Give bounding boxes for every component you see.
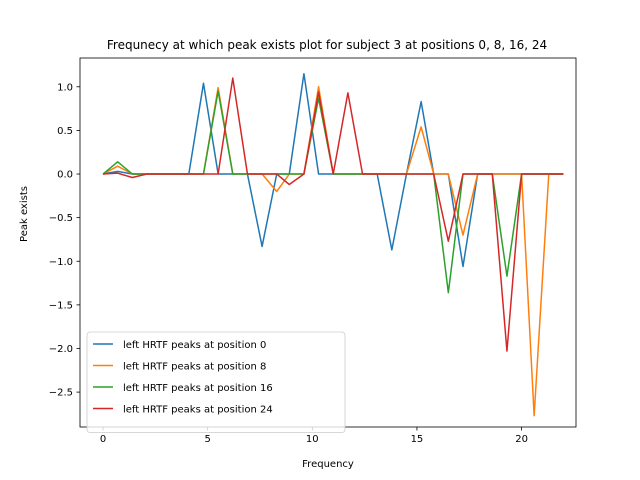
legend-label-1: left HRTF peaks at position 8: [123, 362, 266, 373]
y-ticks-group: 1.0 0.5 0.0 −0.5 −1.0 −1.5 −2.0 −2.5: [49, 82, 80, 399]
x-axis-label: Frequency: [302, 459, 354, 470]
y-tick-label: −1.5: [49, 300, 73, 311]
legend-box: [86, 331, 346, 433]
x-tick-label: 10: [306, 434, 319, 445]
y-tick-label: −0.5: [49, 213, 73, 224]
x-tick-label: 5: [204, 434, 210, 445]
x-tick-label: 20: [515, 434, 528, 445]
legend-label-3: left HRTF peaks at position 24: [123, 405, 273, 416]
plot-series-group: [102, 72, 564, 417]
x-tick-label: 0: [100, 434, 106, 445]
y-tick-label: 1.0: [57, 82, 73, 93]
legend-label-0: left HRTF peaks at position 0: [123, 340, 266, 351]
y-tick-label: 0.0: [57, 170, 73, 181]
x-tick-label: 15: [411, 434, 424, 445]
y-tick-label: −2.5: [49, 388, 73, 399]
y-tick-label: −2.0: [49, 344, 73, 355]
series-line-3: [102, 77, 564, 352]
y-tick-label: −1.0: [49, 257, 73, 268]
y-tick-label: 0.5: [57, 126, 73, 137]
y-axis-label: Peak exists: [19, 186, 30, 242]
legend-label-2: left HRTF peaks at position 16: [123, 383, 273, 394]
legend: left HRTF peaks at position 0 left HRTF p…: [86, 331, 346, 433]
chart-title: Frequnecy at which peak exists plot for …: [107, 38, 547, 52]
